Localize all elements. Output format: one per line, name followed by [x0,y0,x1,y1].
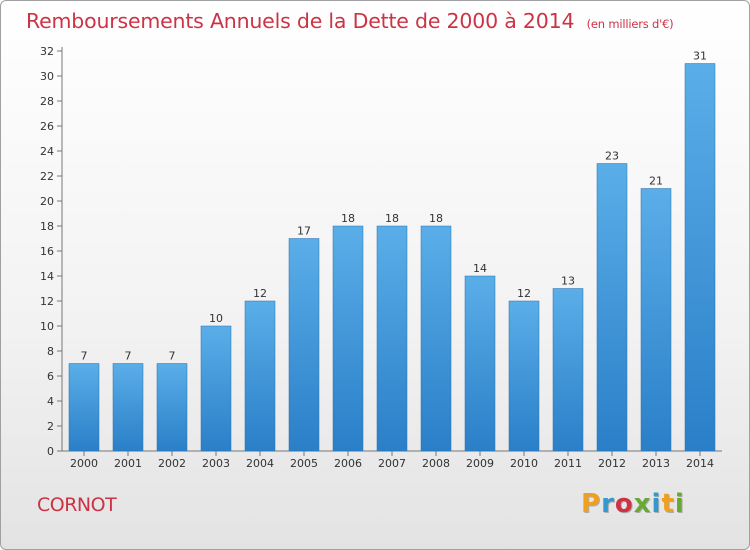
logo-letter: P [581,489,602,519]
y-tick-label: 32 [40,45,54,58]
bar [420,225,452,452]
x-tick-label: 2005 [290,457,318,470]
logo-letter: i [651,489,662,519]
logo-letter: r [601,489,615,519]
x-tick-label: 2000 [70,457,98,470]
bar [376,225,408,452]
logo-letter: x [633,489,652,519]
bar-value-label: 14 [473,262,487,275]
bar-value-label: 18 [385,212,399,225]
y-tick-label: 12 [40,295,54,308]
x-tick-label: 2002 [158,457,186,470]
x-tick-label: 2008 [422,457,450,470]
bar [200,325,232,452]
logo-letter: t [661,489,675,519]
bar-value-label: 12 [517,287,531,300]
y-tick-label: 30 [40,70,54,83]
x-tick-label: 2001 [114,457,142,470]
bar-value-label: 13 [561,275,575,288]
y-tick-label: 28 [40,95,54,108]
bar [288,238,320,452]
chart-unit: (en milliers d'€) [586,17,674,31]
bar-value-label: 23 [605,150,619,163]
x-tick-label: 2013 [642,457,670,470]
y-tick-label: 20 [40,195,54,208]
bar-value-label: 18 [341,212,355,225]
y-tick-label: 2 [47,420,54,433]
x-tick-label: 2010 [510,457,538,470]
bar [156,363,188,452]
y-tick-label: 18 [40,220,54,233]
bar [112,363,144,452]
bar [508,300,540,452]
y-tick-label: 16 [40,245,54,258]
x-tick-label: 2004 [246,457,274,470]
bar-value-label: 12 [253,287,267,300]
bar-value-label: 31 [693,50,707,63]
y-tick-label: 26 [40,120,54,133]
bar [464,275,496,452]
bar [332,225,364,452]
bar-value-label: 21 [649,175,663,188]
bar-value-label: 10 [209,312,223,325]
bar [596,163,628,452]
y-tick-label: 0 [47,445,54,458]
x-tick-label: 2006 [334,457,362,470]
bar [640,188,672,452]
bar [244,300,276,452]
bar-value-label: 18 [429,212,443,225]
y-tick-label: 4 [47,395,54,408]
x-tick-label: 2007 [378,457,406,470]
proxiti-logo: Proxiti [581,489,685,519]
x-tick-label: 2012 [598,457,626,470]
y-tick-label: 10 [40,320,54,333]
x-tick-label: 2003 [202,457,230,470]
y-tick-label: 14 [40,270,54,283]
y-tick-label: 6 [47,370,54,383]
bar [68,363,100,452]
bar-value-label: 17 [297,225,311,238]
bar [552,288,584,452]
bar [684,63,716,452]
x-tick-label: 2014 [686,457,714,470]
chart-title: Remboursements Annuels de la Dette de 20… [26,9,674,33]
bar-value-label: 7 [169,350,176,363]
y-tick-label: 24 [40,145,54,158]
commune-name: CORNOT [37,494,117,516]
x-tick-label: 2009 [466,457,494,470]
bar-value-label: 7 [81,350,88,363]
logo-letter: o [614,489,634,519]
x-tick-label: 2011 [554,457,582,470]
y-tick-label: 22 [40,170,54,183]
bar-value-label: 7 [125,350,132,363]
logo-letter: i [674,489,685,519]
chart-title-text: Remboursements Annuels de la Dette de 20… [26,9,575,33]
y-tick-label: 8 [47,345,54,358]
